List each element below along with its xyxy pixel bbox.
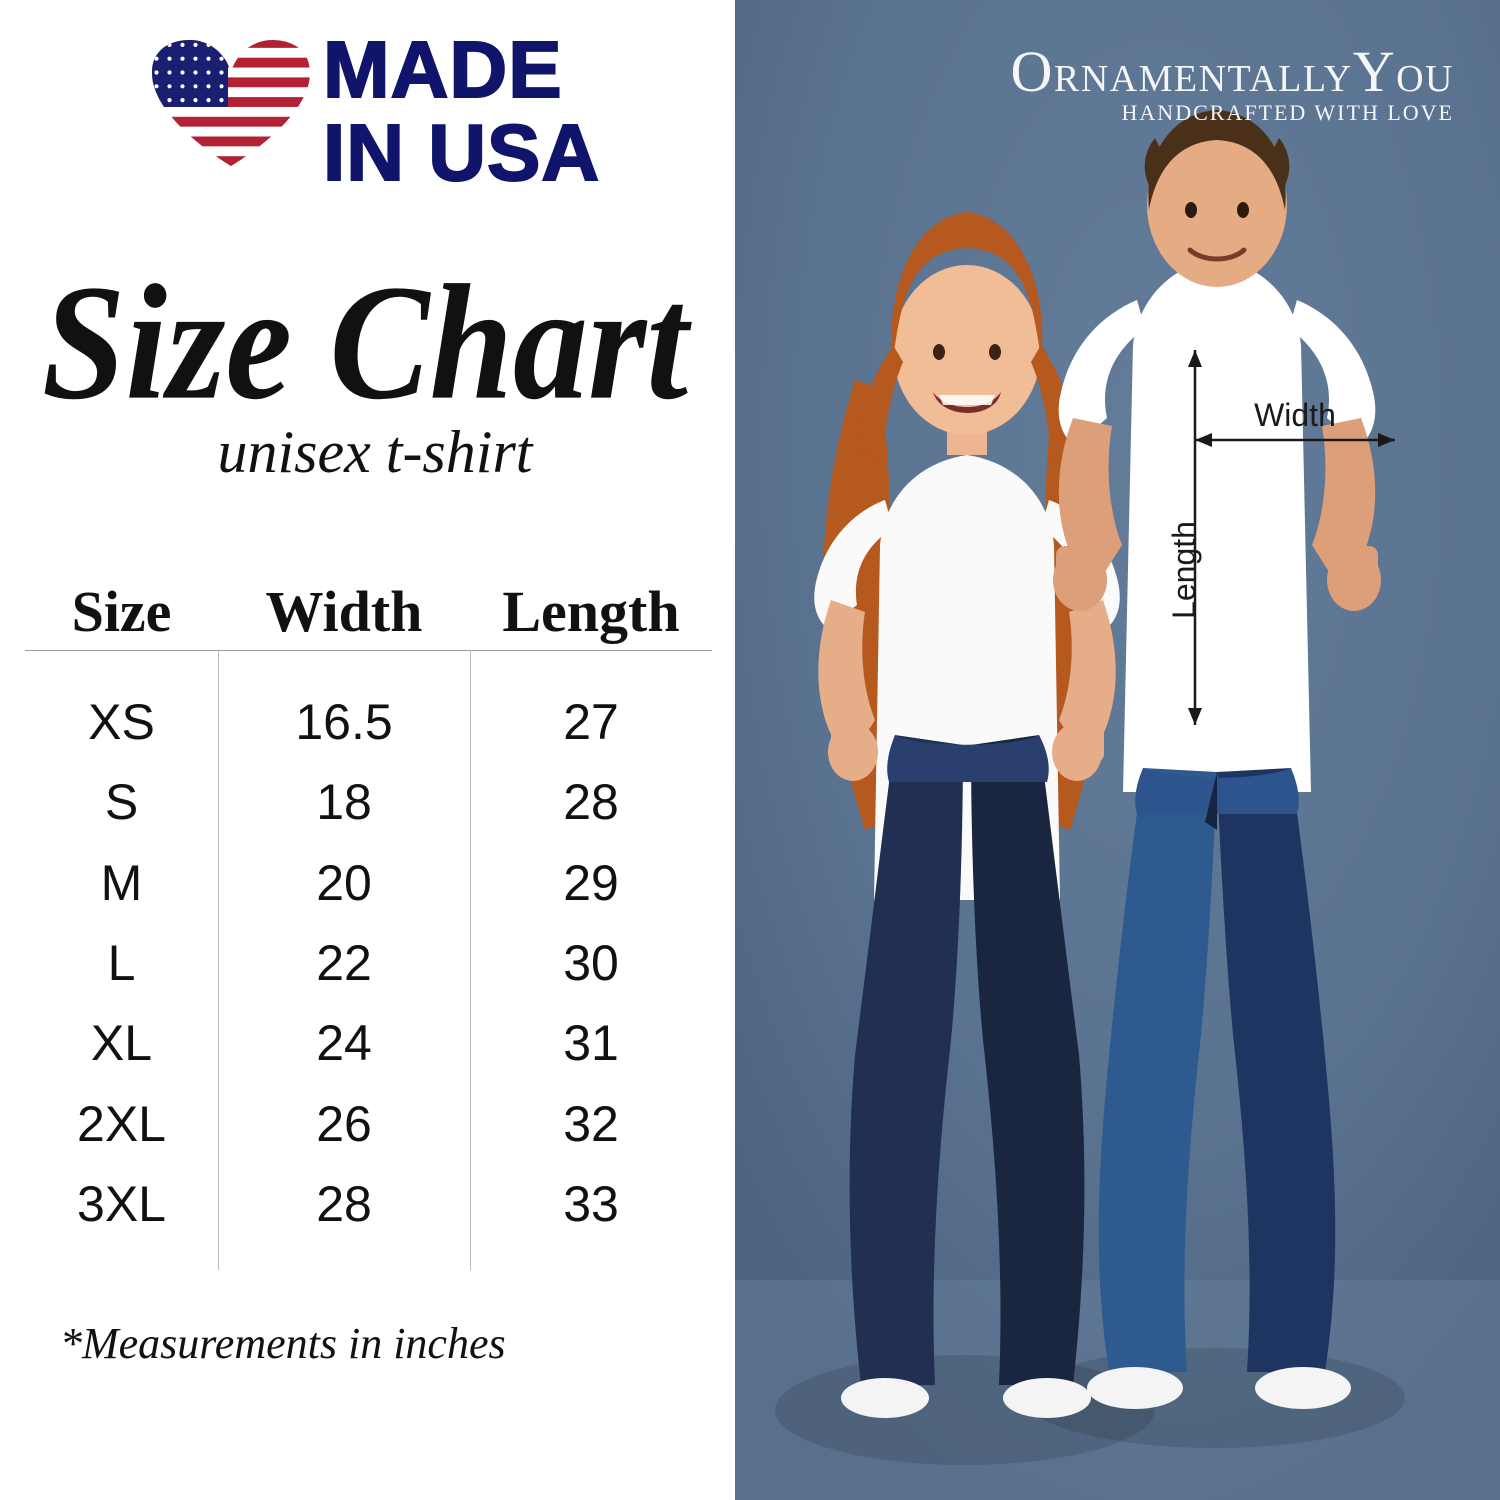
svg-text:Length: Length	[1166, 521, 1202, 619]
svg-text:Width: Width	[1254, 397, 1336, 433]
